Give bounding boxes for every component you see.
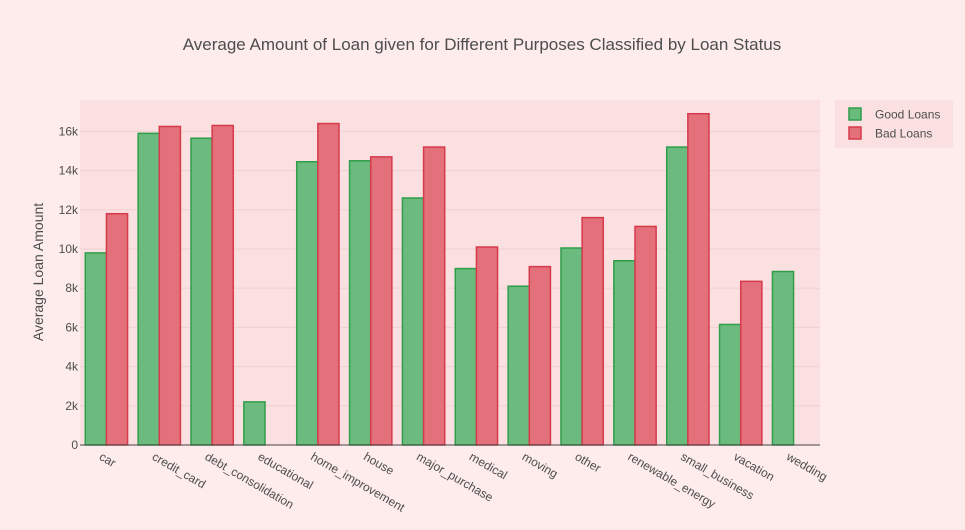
legend-item-good-loans[interactable]: Good Loans bbox=[848, 107, 940, 122]
legend-item-bad-loans[interactable]: Bad Loans bbox=[848, 126, 932, 141]
bar-bad-loans-vacation[interactable] bbox=[739, 280, 763, 446]
bar-bad-loans-other[interactable] bbox=[581, 216, 605, 446]
x-tick-label: other bbox=[573, 449, 604, 475]
bar-bad-loans-major_purchase[interactable] bbox=[422, 146, 446, 446]
legend[interactable]: Good Loans Bad Loans bbox=[835, 100, 953, 148]
bar-bad-loans-medical[interactable] bbox=[475, 246, 499, 446]
bar-good-loans-small_business[interactable] bbox=[665, 146, 689, 446]
x-tick-label: car bbox=[97, 449, 118, 469]
bar-good-loans-educational[interactable] bbox=[243, 401, 266, 446]
legend-swatch-bad-loans bbox=[848, 126, 862, 140]
bar-bad-loans-house[interactable] bbox=[369, 156, 393, 446]
bar-bad-loans-home_improvement[interactable] bbox=[317, 122, 340, 446]
y-tick-label: 10k bbox=[59, 242, 79, 256]
y-tick-labels: 0 2k 4k 6k 8k 10k 12k 14k 16k bbox=[59, 124, 79, 452]
y-tick-label: 8k bbox=[65, 281, 79, 295]
bar-good-loans-debt_consolidation[interactable] bbox=[190, 137, 213, 446]
bar-bad-loans-renewable_energy[interactable] bbox=[634, 225, 657, 446]
bar-good-loans-wedding[interactable] bbox=[771, 270, 795, 446]
y-tick-label: 14k bbox=[59, 164, 79, 178]
x-tick-label: debt_consolidation bbox=[203, 449, 297, 511]
bar-good-loans-credit_card[interactable] bbox=[137, 132, 161, 446]
x-tick-label: house bbox=[361, 449, 397, 478]
bar-good-loans-other[interactable] bbox=[560, 247, 583, 446]
bars bbox=[84, 112, 795, 446]
bar-good-loans-car[interactable] bbox=[84, 252, 108, 446]
x-tick-label: moving bbox=[520, 449, 561, 480]
x-tick-labels: car credit_carddebt_consolidationeducatio… bbox=[97, 449, 830, 515]
bar-good-loans-moving[interactable] bbox=[507, 285, 531, 446]
legend-label-good-loans: Good Loans bbox=[875, 108, 940, 122]
y-tick-label: 16k bbox=[59, 124, 79, 138]
x-tick-label: medical bbox=[467, 449, 510, 482]
y-tick-label: 12k bbox=[59, 203, 79, 217]
bar-bad-loans-small_business[interactable] bbox=[687, 112, 710, 446]
x-tick-label: wedding bbox=[783, 449, 830, 484]
legend-swatch-good-loans bbox=[848, 107, 862, 121]
bar-good-loans-home_improvement[interactable] bbox=[295, 160, 319, 446]
bar-good-loans-house[interactable] bbox=[348, 160, 372, 446]
y-tick-label: 6k bbox=[65, 320, 79, 334]
bar-bad-loans-debt_consolidation[interactable] bbox=[211, 124, 235, 446]
legend-label-bad-loans: Bad Loans bbox=[875, 127, 932, 141]
bar-good-loans-vacation[interactable] bbox=[718, 323, 742, 446]
y-tick-label: 4k bbox=[65, 360, 79, 374]
y-tick-label: 2k bbox=[65, 399, 79, 413]
y-tick-label: 0 bbox=[71, 438, 78, 452]
bar-good-loans-major_purchase[interactable] bbox=[401, 197, 425, 446]
bar-bad-loans-car[interactable] bbox=[105, 212, 129, 446]
x-tick-label: home_improvement bbox=[308, 449, 407, 514]
x-tick-label: credit_card bbox=[150, 449, 208, 491]
bar-good-loans-medical[interactable] bbox=[454, 267, 478, 446]
y-axis-title: Average Loan Amount bbox=[30, 203, 46, 341]
chart-title: Average Amount of Loan given for Differe… bbox=[183, 35, 782, 54]
bar-good-loans-renewable_energy[interactable] bbox=[613, 259, 636, 446]
bar-bad-loans-moving[interactable] bbox=[528, 265, 552, 446]
x-tick-label: renewable_energy bbox=[626, 449, 719, 510]
bar-bad-loans-credit_card[interactable] bbox=[158, 125, 182, 446]
